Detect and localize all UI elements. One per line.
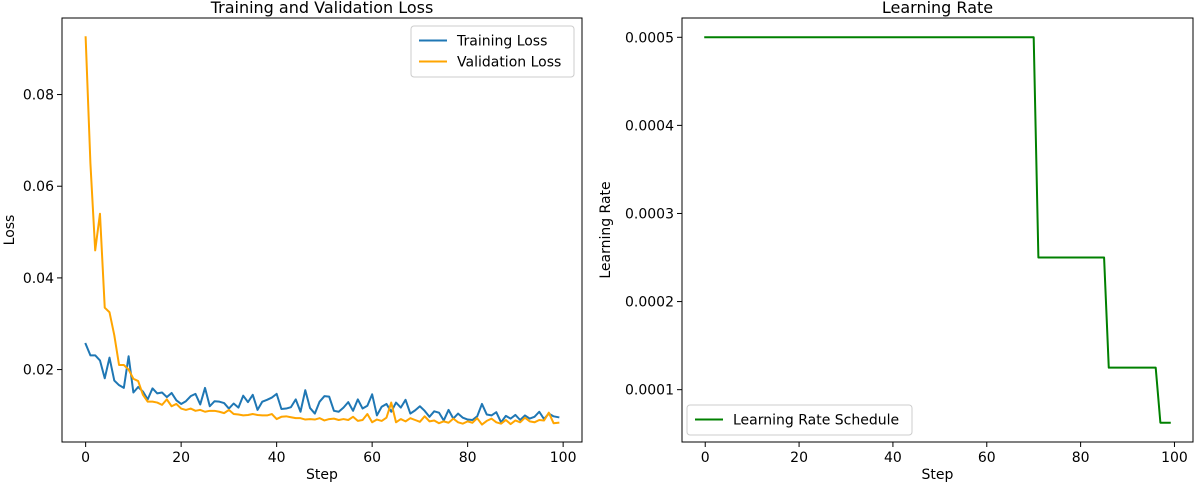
axes-frame — [681, 17, 1194, 443]
x-tick-label: 20 — [172, 450, 190, 466]
chart-2: 0 20 40 60 80 100 0.0001 0.0002 0.0003 0.0004 0.00… — [598, 0, 1194, 482]
legend-box — [686, 404, 913, 436]
x-tick-label: 100 — [1161, 450, 1188, 466]
x-tick-label: 60 — [978, 450, 996, 466]
legend-entry: Learning Rate Schedule — [733, 413, 899, 429]
axes-frame — [61, 17, 583, 443]
y-axis-label: Loss — [2, 215, 18, 246]
y-tick-label: 0.06 — [23, 179, 54, 195]
chart-1: 0 20 40 60 80 100 0.02 0.04 0.06 0.08 Training and… — [2, 0, 583, 482]
y-tick-label: 0.0005 — [625, 30, 674, 46]
chart-title: Learning Rate — [882, 0, 993, 17]
x-axis-label: Step — [922, 467, 954, 482]
series-line-validation-loss — [84, 36, 560, 426]
y-tick-label: 0.02 — [23, 363, 54, 379]
legend: Training Loss Validation Loss — [410, 25, 575, 78]
x-tick-label: 40 — [884, 450, 902, 466]
x-tick-label: 80 — [459, 450, 477, 466]
series-line-learning-rate-schedule — [704, 36, 1171, 424]
y-tick-label: 0.0002 — [625, 295, 674, 311]
x-tick-label: 0 — [81, 450, 90, 466]
x-tick-label: 60 — [363, 450, 381, 466]
y-tick-label: 0.0001 — [625, 383, 674, 399]
y-tick-label: 0.08 — [23, 88, 54, 104]
x-tick-label: 20 — [790, 450, 808, 466]
y-axis-label: Learning Rate — [598, 181, 614, 278]
x-tick-label: 40 — [268, 450, 286, 466]
legend-entry: Validation Loss — [457, 55, 561, 71]
legend-box — [410, 25, 575, 78]
legend-entry: Training Loss — [456, 34, 547, 50]
x-tick-label: 80 — [1072, 450, 1090, 466]
legend: Learning Rate Schedule — [686, 404, 913, 436]
series-line-training-loss — [84, 342, 560, 424]
x-axis-label: Step — [306, 467, 338, 482]
y-tick-label: 0.04 — [23, 271, 54, 287]
y-tick-label: 0.0003 — [625, 206, 674, 222]
y-tick-label: 0.0004 — [625, 118, 674, 134]
x-tick-label: 0 — [701, 450, 710, 466]
x-tick-label: 100 — [550, 450, 577, 466]
chart-title: Training and Validation Loss — [210, 0, 434, 17]
